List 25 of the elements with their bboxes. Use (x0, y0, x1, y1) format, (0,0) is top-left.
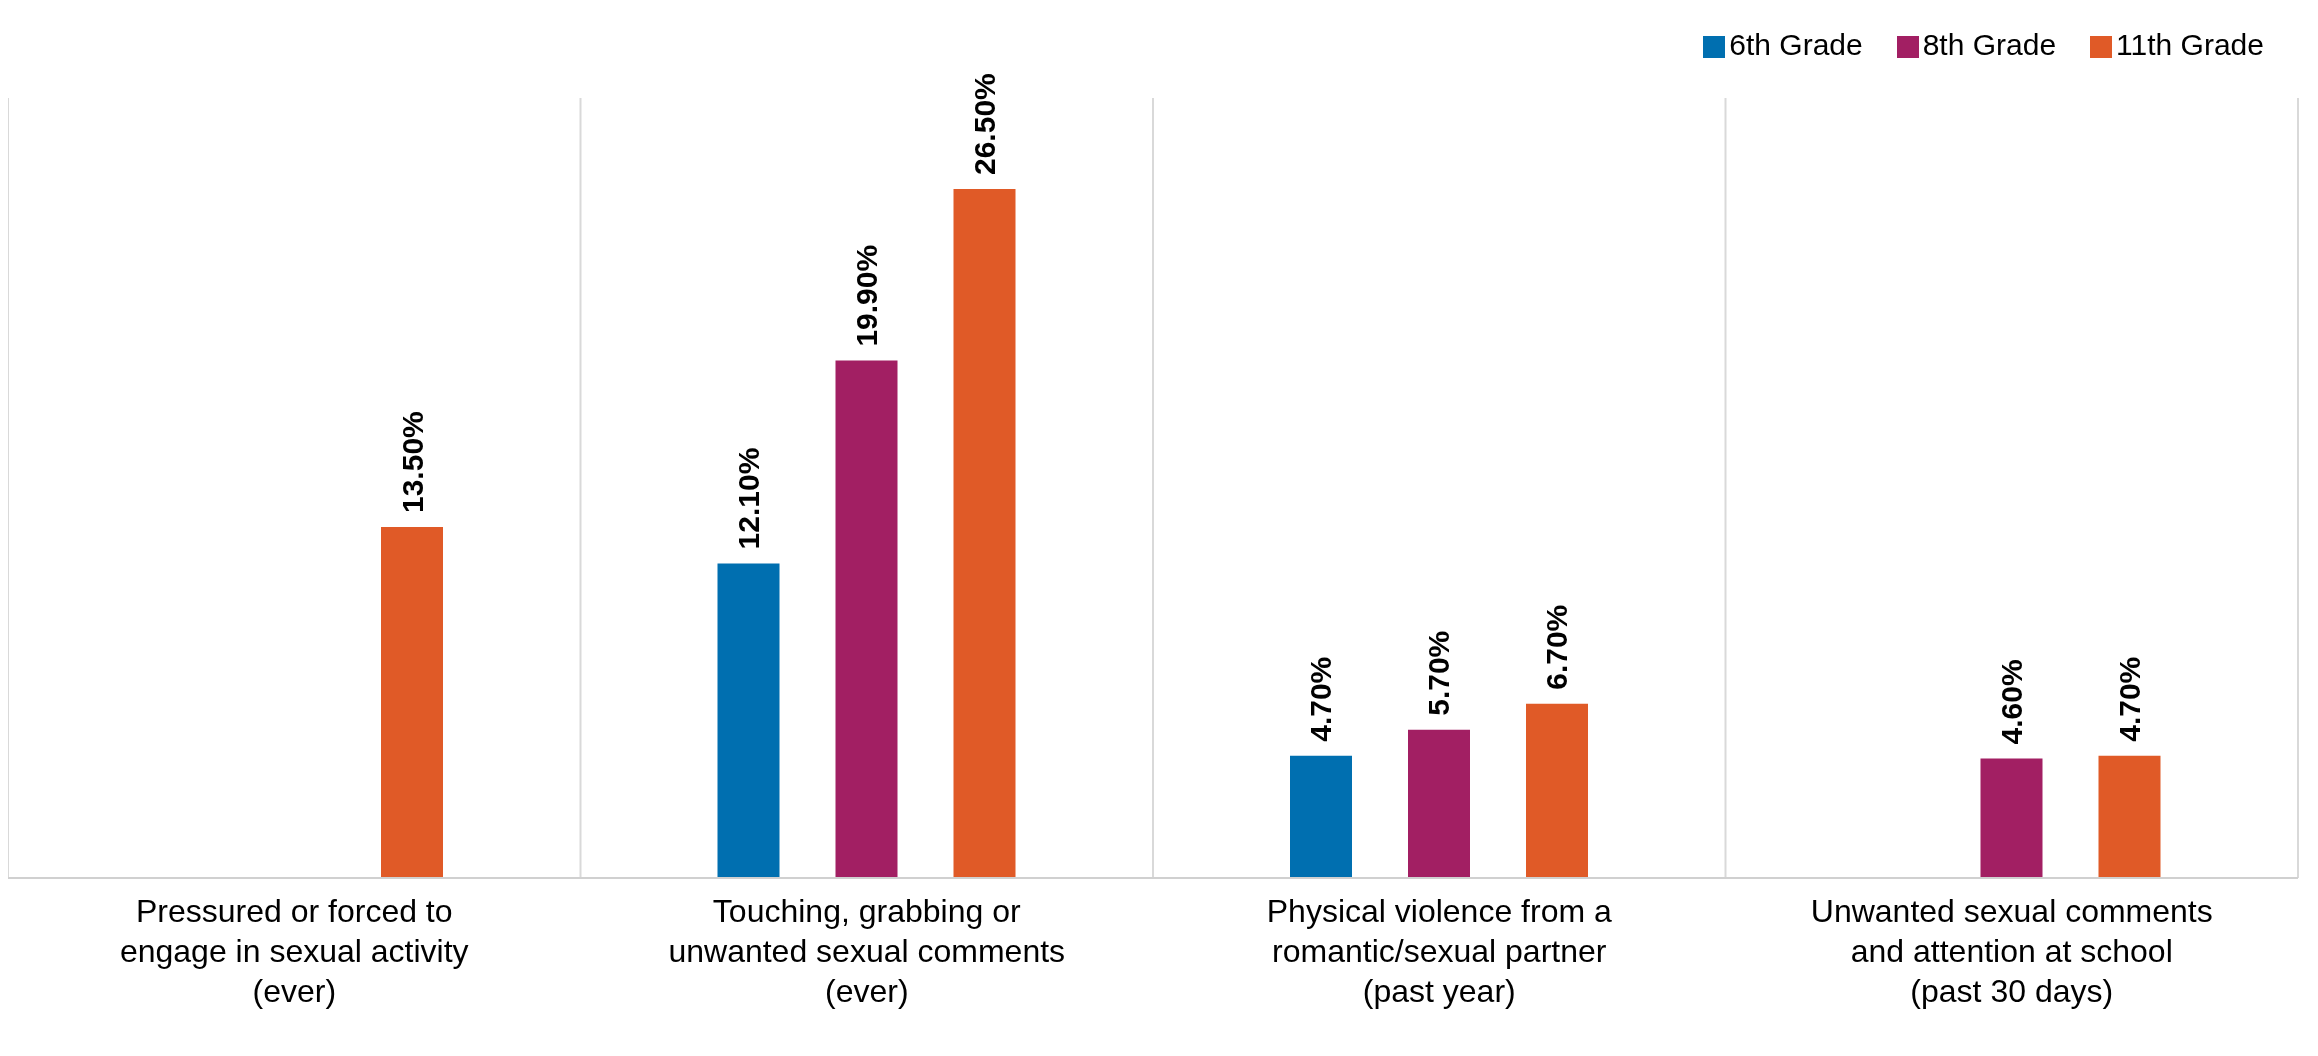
x-tick-label: Physical violence from a romantic/sexual partner (past year) (1266, 893, 1612, 1009)
bar (1408, 729, 1470, 878)
bar (381, 527, 443, 878)
x-tick-label: Pressured or forced to engage in sexual activity (ever) (119, 893, 469, 1009)
bar (1526, 703, 1588, 878)
data-label: 26.50% (968, 73, 1001, 175)
data-label: 13.50% (395, 411, 429, 513)
legend-label: 11th Grade (2116, 28, 2264, 61)
data-label: 4.60% (1995, 659, 2028, 745)
bar (835, 360, 898, 878)
bar (1980, 758, 2043, 878)
x-tick-label: Touching, grabbing or unwanted sexual comments (ever) (668, 893, 1066, 1009)
bar (717, 563, 780, 878)
data-label: 4.70% (2113, 656, 2146, 742)
data-label: 5.70% (1422, 630, 1456, 716)
legend-label: 6th Grade (1729, 28, 1863, 61)
data-label: 12.10% (732, 447, 765, 550)
data-label: 6.70% (1540, 604, 1574, 690)
bar (953, 189, 1016, 878)
x-tick-label: Unwanted sexual comments and attention at school (past 30 days) (1810, 893, 2213, 1009)
data-label: 19.90% (850, 244, 883, 347)
bar (1290, 755, 1352, 878)
legend-label: 8th Grade (1922, 28, 2057, 61)
data-label: 4.70% (1304, 656, 1338, 742)
bar (2098, 755, 2161, 878)
